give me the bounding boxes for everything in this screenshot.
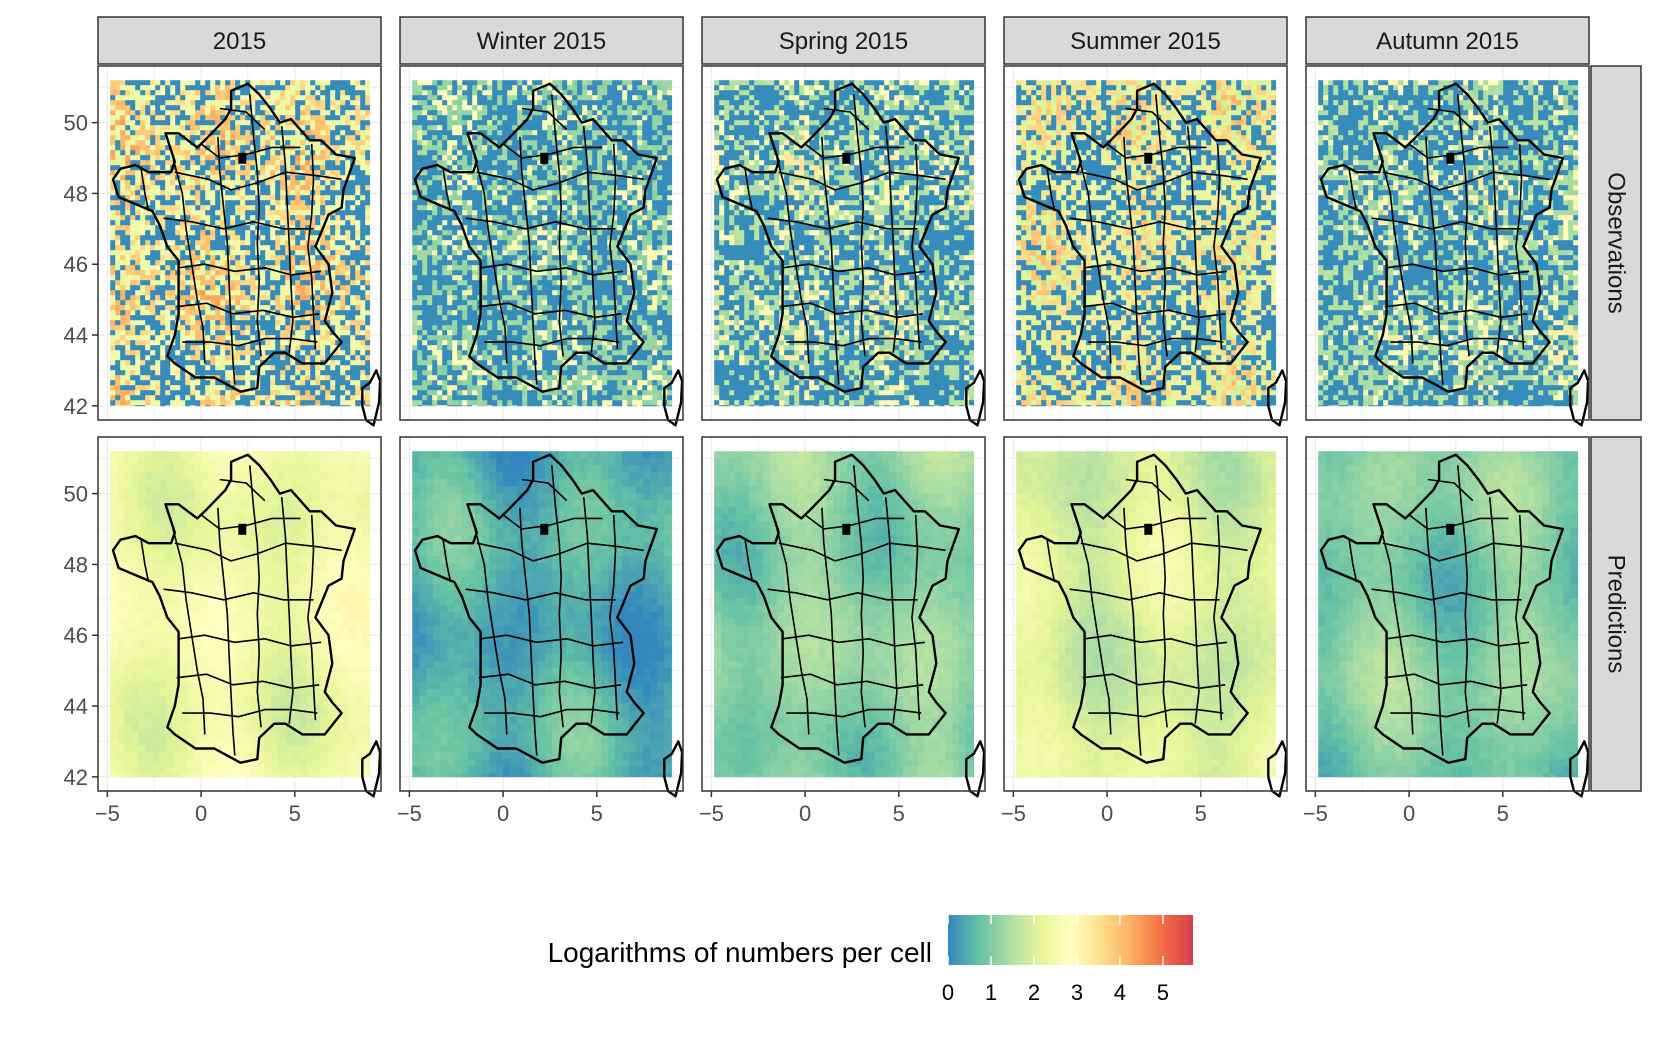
x-axis: −5 0 5 xyxy=(95,791,301,826)
paris-marker xyxy=(842,524,850,535)
column-strip: Summer 2015 xyxy=(1004,17,1287,64)
legend-tick-label: 2 xyxy=(1028,980,1040,1005)
y-tick-label: 46 xyxy=(64,252,88,277)
y-tick-label: 46 xyxy=(64,623,88,648)
legend-tick-label: 4 xyxy=(1114,980,1126,1005)
x-tick-label: 5 xyxy=(893,801,905,826)
x-tick-label: −5 xyxy=(699,801,724,826)
x-axis: −5 0 5 xyxy=(699,791,905,826)
map-panel xyxy=(1306,66,1589,425)
column-strip-label: Spring 2015 xyxy=(779,28,908,55)
y-tick-label: 42 xyxy=(64,394,88,419)
y-tick-label: 48 xyxy=(64,552,88,577)
y-tick-label: 48 xyxy=(64,181,88,206)
map-panel xyxy=(400,66,683,425)
row-strip: Observations xyxy=(1591,66,1641,420)
x-tick-label: −5 xyxy=(397,801,422,826)
row-strip-label: Observations xyxy=(1603,172,1630,313)
map-panel: −5 0 5 xyxy=(1303,437,1589,826)
legend-tick-label: 3 xyxy=(1071,980,1083,1005)
x-tick-label: 0 xyxy=(1101,801,1113,826)
legend-title: Logarithms of numbers per cell xyxy=(548,937,932,968)
x-tick-label: 0 xyxy=(195,801,207,826)
y-axis: 42 44 46 48 50 xyxy=(64,482,98,790)
paris-marker xyxy=(540,524,548,535)
legend-tick-label: 1 xyxy=(985,980,997,1005)
y-tick-label: 50 xyxy=(64,111,88,136)
map-panel: 42 44 46 48 50 xyxy=(64,66,381,425)
map-panel xyxy=(702,66,985,425)
color-legend: Logarithms of numbers per cell 0 1 2 3 4 5 xyxy=(548,915,1193,1005)
x-axis: −5 0 5 xyxy=(1303,791,1509,826)
x-tick-label: 5 xyxy=(591,801,603,826)
column-strip-label: Autumn 2015 xyxy=(1376,28,1519,55)
column-strip: 2015 xyxy=(98,17,381,64)
map-panel: 42 44 46 48 50 −5 0 5 xyxy=(64,437,381,826)
column-strip-label: Winter 2015 xyxy=(477,28,606,55)
column-strip: Winter 2015 xyxy=(400,17,683,64)
column-strip: Autumn 2015 xyxy=(1306,17,1589,64)
row-strip: Predictions xyxy=(1591,437,1641,791)
paris-marker xyxy=(238,524,246,535)
legend-tick-label: 0 xyxy=(942,980,954,1005)
x-tick-label: 5 xyxy=(289,801,301,826)
x-tick-label: −5 xyxy=(1001,801,1026,826)
y-tick-label: 44 xyxy=(64,323,88,348)
x-tick-label: 0 xyxy=(497,801,509,826)
map-panel: −5 0 5 xyxy=(699,437,985,826)
column-strip-label: Summer 2015 xyxy=(1070,28,1221,55)
y-tick-label: 50 xyxy=(64,482,88,507)
paris-marker xyxy=(540,153,548,164)
x-tick-label: 0 xyxy=(799,801,811,826)
map-panel: −5 0 5 xyxy=(397,437,683,826)
column-strip: Spring 2015 xyxy=(702,17,985,64)
row-strip-label: Predictions xyxy=(1603,555,1630,674)
x-tick-label: 0 xyxy=(1403,801,1415,826)
map-panel: −5 0 5 xyxy=(1001,437,1287,826)
legend-colorbar xyxy=(948,915,1193,965)
paris-marker xyxy=(1144,524,1152,535)
y-tick-label: 42 xyxy=(64,765,88,790)
paris-marker xyxy=(1446,524,1454,535)
x-tick-label: 5 xyxy=(1195,801,1207,826)
paris-marker xyxy=(238,153,246,164)
map-panel xyxy=(1004,66,1287,425)
paris-marker xyxy=(842,153,850,164)
x-tick-label: −5 xyxy=(1303,801,1328,826)
column-strip-label: 2015 xyxy=(213,28,266,55)
legend-tick-label: 5 xyxy=(1157,980,1169,1005)
x-axis: −5 0 5 xyxy=(397,791,603,826)
x-tick-label: 5 xyxy=(1497,801,1509,826)
paris-marker xyxy=(1446,153,1454,164)
paris-marker xyxy=(1144,153,1152,164)
y-axis: 42 44 46 48 50 xyxy=(64,111,98,419)
x-axis: −5 0 5 xyxy=(1001,791,1207,826)
y-tick-label: 44 xyxy=(64,694,88,719)
x-tick-label: −5 xyxy=(95,801,120,826)
